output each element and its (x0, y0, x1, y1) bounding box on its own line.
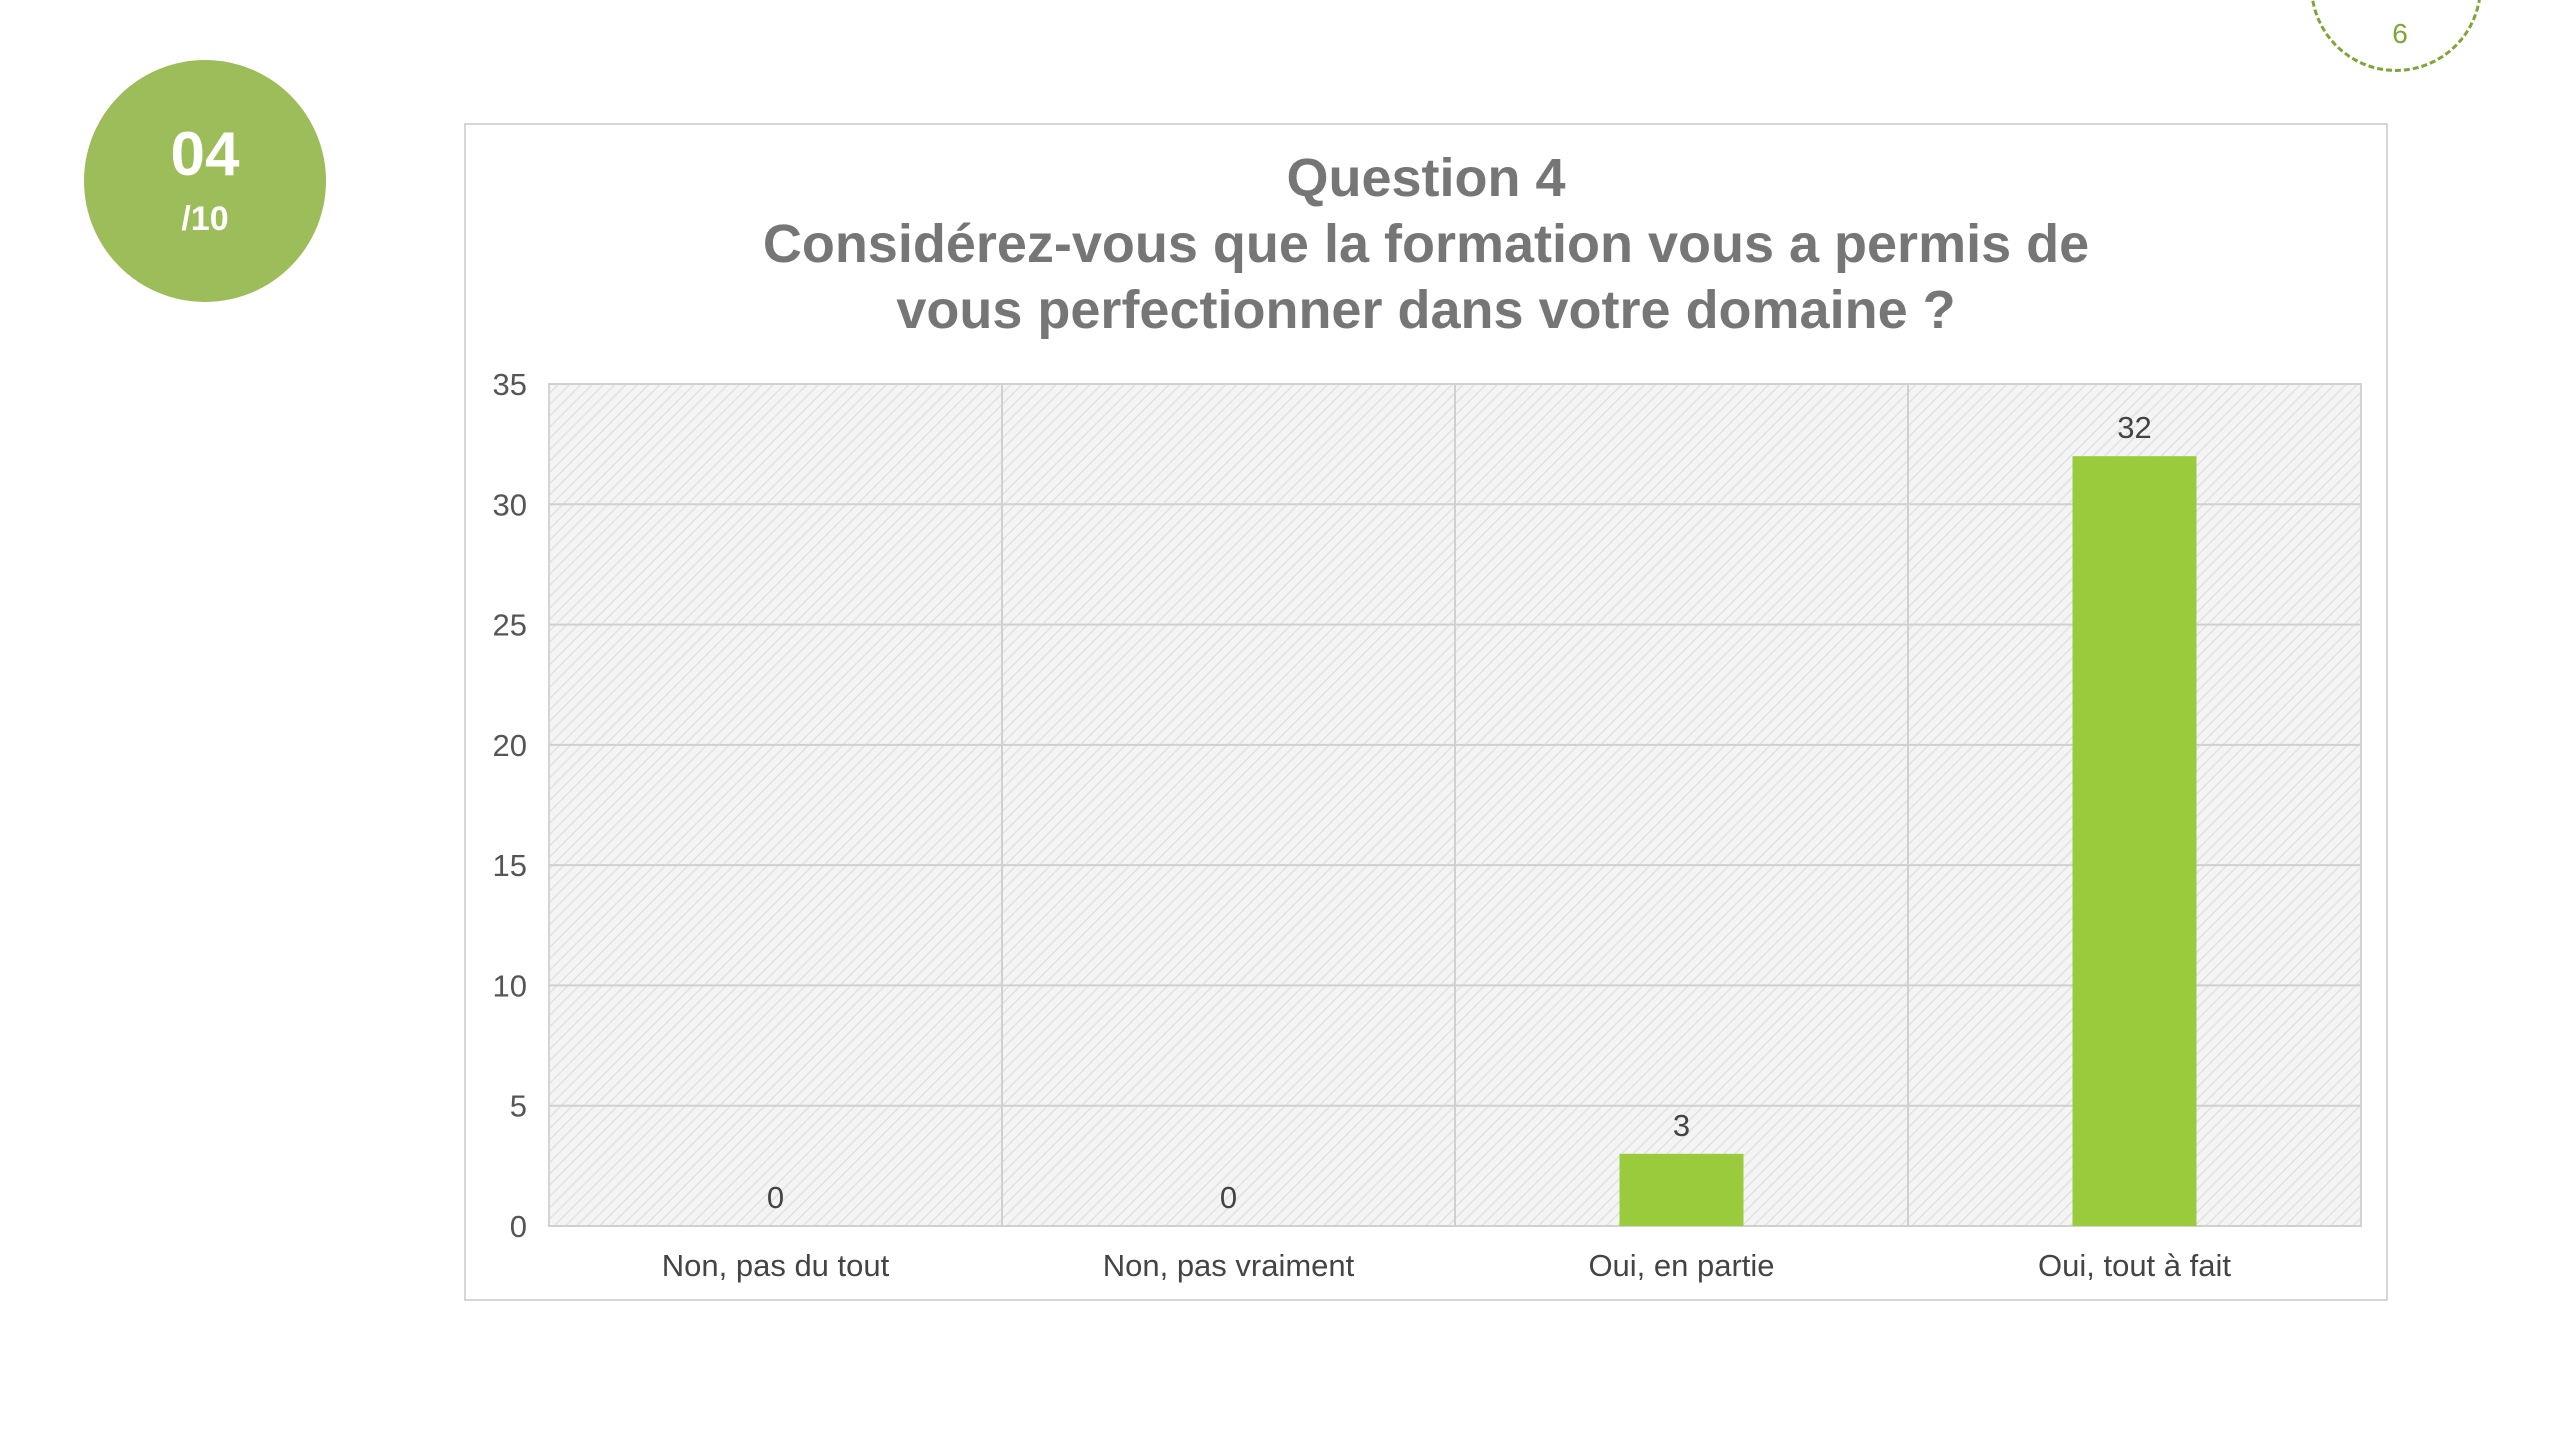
y-tick-label: 25 (493, 608, 527, 643)
question-total: /10 (181, 200, 229, 238)
data-label: 0 (1220, 1180, 1237, 1215)
category-label: Non, pas vraiment (1103, 1248, 1355, 1283)
y-tick-label: 15 (493, 848, 527, 883)
category-label: Oui, en partie (1588, 1248, 1774, 1283)
y-tick-label: 10 (493, 968, 527, 1003)
bar (1619, 1153, 1744, 1226)
y-tick-label: 30 (493, 487, 527, 522)
data-label: 3 (1673, 1108, 1690, 1143)
chart-title: Question 4 Considérez-vous que la format… (466, 145, 2386, 343)
category-label: Non, pas du tout (662, 1248, 890, 1283)
y-tick-label: 20 (493, 728, 527, 763)
bar (2072, 456, 2197, 1227)
question-number: 04 (170, 120, 240, 189)
data-label: 32 (2117, 410, 2151, 445)
page-number: 6 (2392, 18, 2408, 49)
chart-title-line-2: Considérez-vous que la formation vous a … (762, 214, 2090, 274)
chart-title-line-1: Question 4 (1286, 148, 1566, 208)
chart-title-line-3: vous perfectionner dans votre domaine ? (896, 280, 1956, 340)
bar-chart: 0 5 10 15 20 25 30 35 0 Non, pas du tout 0 Non, pas… (493, 367, 2362, 1283)
question-badge: 04 /10 (84, 60, 326, 302)
category-label: Oui, tout à fait (2038, 1248, 2231, 1283)
y-tick-label: 35 (493, 367, 527, 402)
y-tick-label: 5 (510, 1089, 527, 1124)
data-label: 0 (767, 1180, 784, 1215)
chart-frame: Question 4 Considérez-vous que la format… (464, 123, 2388, 1301)
y-tick-label: 0 (510, 1209, 527, 1244)
